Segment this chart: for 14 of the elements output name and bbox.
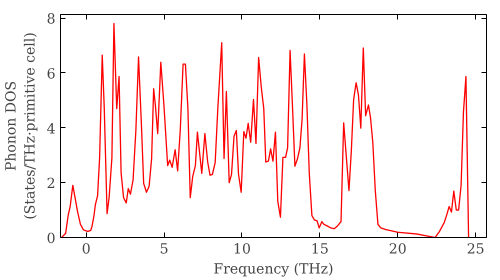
line-series [60,22,470,238]
y-tick-label: 2 [46,176,56,192]
x-axis-title: Frequency (THz) [213,262,334,278]
x-tick-label: 0 [82,242,91,258]
y-tick-label: 4 [46,121,56,138]
x-tick-label: 15 [310,242,329,258]
x-tick-label: 5 [160,242,169,258]
y-tick-label: 8 [46,12,56,28]
x-tick-label: 20 [388,242,407,258]
x-tick-label: 25 [466,242,485,258]
y-axis-title: Phonon DOS (States/THz·primitive cell) [3,32,39,220]
y-tick-label: 0 [46,231,56,247]
x-tick-label: 10 [233,242,251,258]
y-tick-label: 6 [46,66,56,82]
